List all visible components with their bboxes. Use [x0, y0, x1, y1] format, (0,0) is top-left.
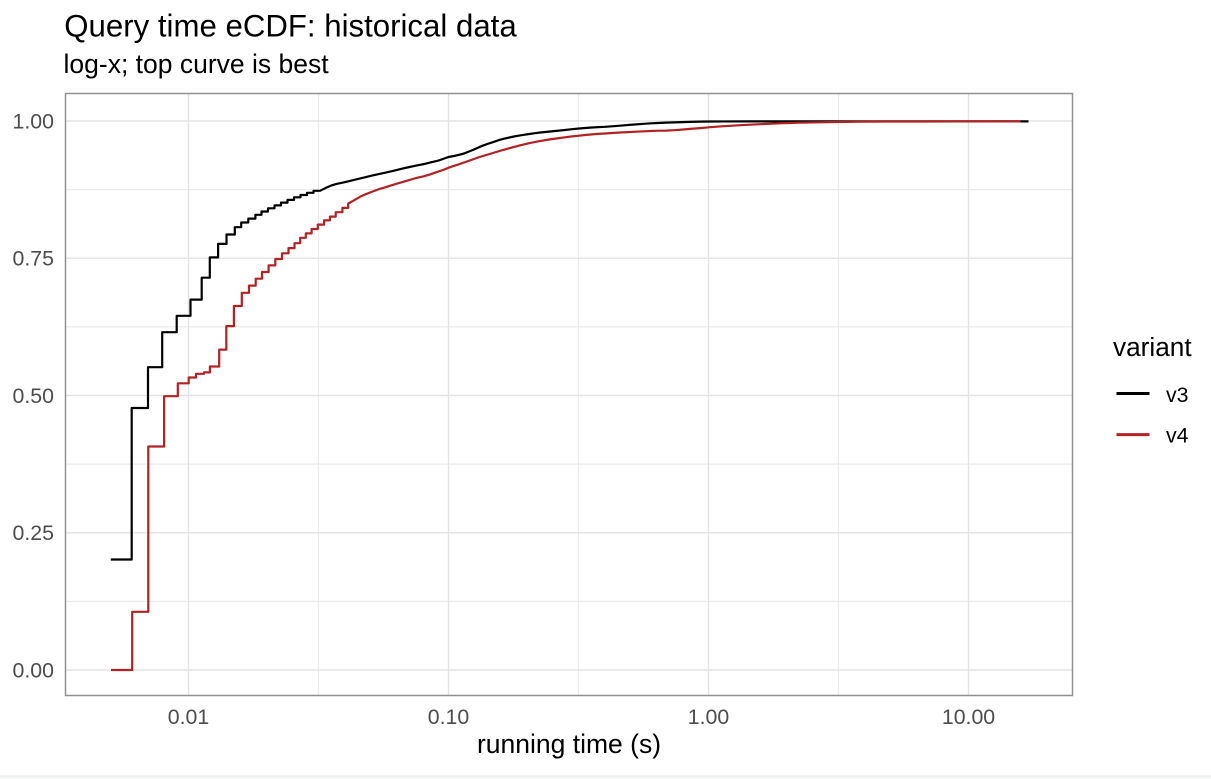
svg-text:0.10: 0.10 — [428, 705, 470, 729]
svg-text:0.25: 0.25 — [13, 521, 54, 545]
svg-text:Query time eCDF: historical da: Query time eCDF: historical data — [64, 9, 517, 44]
svg-text:0.00: 0.00 — [13, 658, 55, 682]
svg-text:0.75: 0.75 — [13, 247, 54, 271]
svg-text:0.01: 0.01 — [168, 705, 209, 729]
svg-text:0.50: 0.50 — [13, 384, 55, 408]
svg-text:10.00: 10.00 — [942, 705, 995, 729]
svg-text:variant: variant — [1113, 332, 1192, 362]
svg-text:v4: v4 — [1166, 424, 1189, 448]
svg-text:v3: v3 — [1166, 383, 1189, 407]
svg-text:log-x; top curve is best: log-x; top curve is best — [64, 49, 330, 79]
svg-text:1.00: 1.00 — [13, 109, 55, 133]
svg-text:1.00: 1.00 — [688, 705, 730, 729]
svg-text:running time (s): running time (s) — [477, 729, 661, 759]
